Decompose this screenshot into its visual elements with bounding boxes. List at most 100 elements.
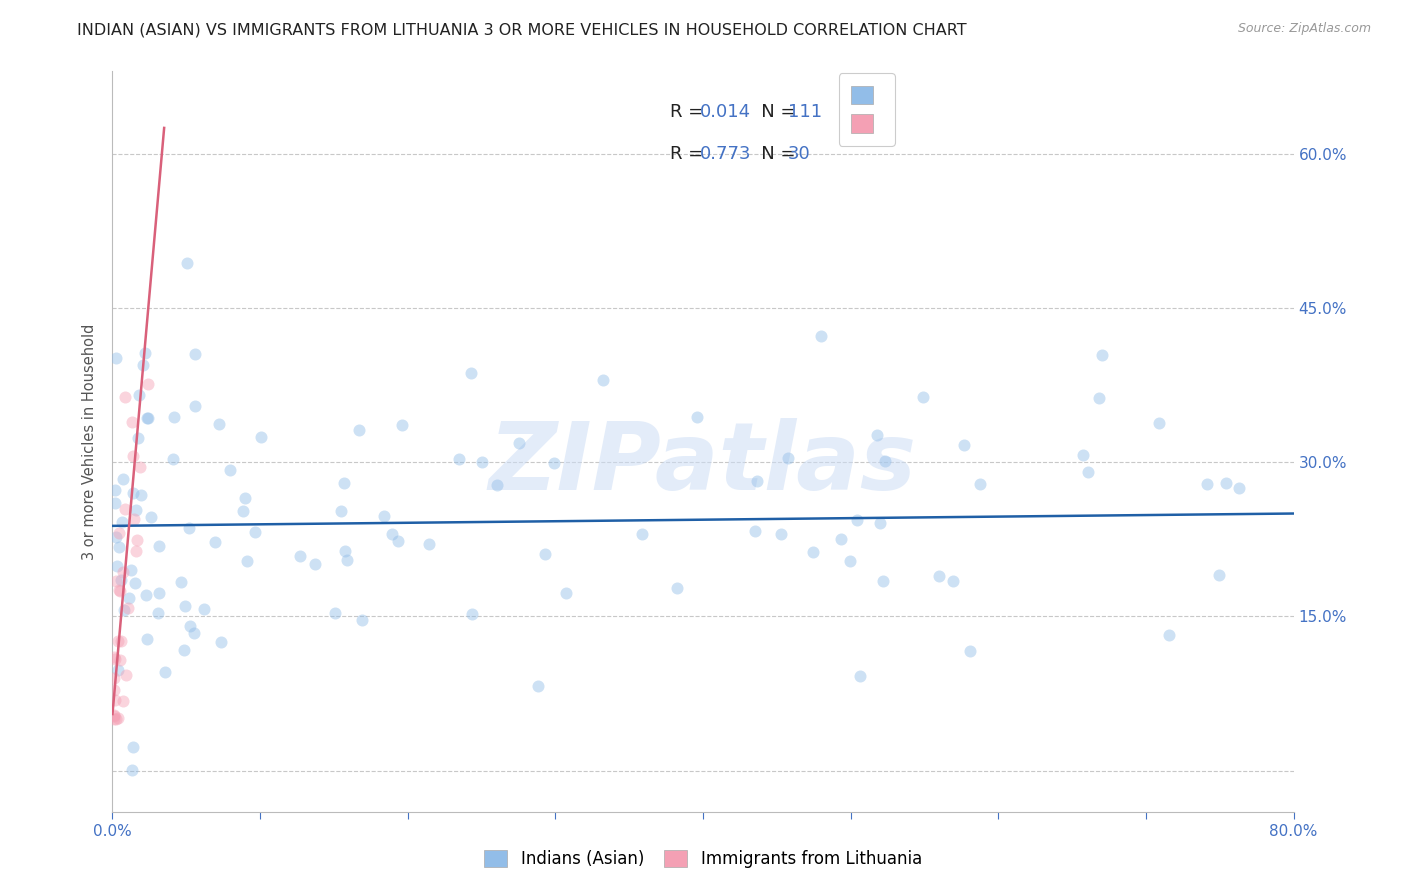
Point <box>236 554 259 568</box>
Text: 0.773: 0.773 <box>699 145 751 163</box>
Point <box>114 390 136 404</box>
Point <box>136 410 159 425</box>
Point <box>471 454 494 468</box>
Point <box>177 521 200 535</box>
Point <box>117 600 139 615</box>
Point <box>555 585 578 599</box>
Point <box>1159 628 1181 642</box>
Point <box>131 359 153 373</box>
Point <box>845 513 868 527</box>
Point <box>153 665 176 679</box>
Point <box>148 539 170 553</box>
Point <box>105 574 128 588</box>
Point <box>447 451 470 466</box>
Point <box>183 626 205 640</box>
Point <box>769 527 792 541</box>
Point <box>104 693 127 707</box>
Point <box>112 694 135 708</box>
Point <box>141 510 163 524</box>
Point <box>744 524 766 538</box>
Point <box>110 573 132 587</box>
Point <box>928 568 950 582</box>
Point <box>387 533 409 548</box>
Point <box>912 390 935 404</box>
Point <box>108 584 131 599</box>
Point <box>176 256 198 270</box>
Point <box>232 504 254 518</box>
Point <box>381 526 404 541</box>
Point <box>666 581 689 595</box>
Point <box>347 423 370 437</box>
Point <box>114 668 136 682</box>
Point <box>391 417 413 432</box>
Point <box>508 435 530 450</box>
Point <box>1071 448 1094 462</box>
Point <box>110 652 132 666</box>
Point <box>136 632 159 646</box>
Point <box>124 576 146 591</box>
Point <box>112 565 135 579</box>
Point <box>108 525 131 540</box>
Point <box>125 503 148 517</box>
Text: INDIAN (ASIAN) VS IMMIGRANTS FROM LITHUANIA 3 OR MORE VEHICLES IN HOUSEHOLD CORR: INDIAN (ASIAN) VS IMMIGRANTS FROM LITHUA… <box>77 22 967 37</box>
Point <box>107 711 129 725</box>
Point <box>173 599 195 614</box>
Point <box>952 438 974 452</box>
Point <box>350 613 373 627</box>
Point <box>848 669 870 683</box>
Point <box>461 607 484 621</box>
Point <box>1147 416 1170 430</box>
Point <box>111 515 134 529</box>
Point <box>872 574 894 589</box>
Point <box>128 388 150 402</box>
Point <box>304 558 326 572</box>
Point <box>485 478 508 492</box>
Point <box>1088 391 1111 405</box>
Point <box>543 456 565 470</box>
Point <box>336 553 359 567</box>
Point <box>148 586 170 600</box>
Point <box>118 591 141 606</box>
Point <box>209 635 232 649</box>
Point <box>103 683 125 698</box>
Point <box>838 554 860 568</box>
Point <box>120 563 142 577</box>
Point <box>942 574 965 589</box>
Point <box>112 472 135 486</box>
Text: N =: N = <box>744 103 801 121</box>
Point <box>136 377 159 392</box>
Point <box>1195 477 1218 491</box>
Point <box>873 454 896 468</box>
Point <box>105 558 128 573</box>
Point <box>830 532 852 546</box>
Point <box>204 535 226 549</box>
Text: ZIPatlas: ZIPatlas <box>489 417 917 509</box>
Point <box>122 449 145 463</box>
Point <box>114 502 136 516</box>
Point <box>107 634 129 648</box>
Point <box>127 431 149 445</box>
Point <box>103 709 125 723</box>
Text: 111: 111 <box>787 103 823 121</box>
Point <box>104 496 127 510</box>
Point <box>122 512 145 526</box>
Point <box>148 606 170 620</box>
Point <box>104 652 127 666</box>
Point <box>1076 465 1098 479</box>
Point <box>1208 567 1230 582</box>
Point <box>104 483 127 497</box>
Point <box>179 619 201 633</box>
Point <box>105 712 128 726</box>
Point <box>290 549 312 563</box>
Point <box>173 642 195 657</box>
Point <box>418 537 440 551</box>
Point <box>121 763 143 777</box>
Point <box>332 475 354 490</box>
Point <box>460 367 482 381</box>
Point <box>235 491 257 505</box>
Point <box>747 475 769 489</box>
Point <box>134 346 156 360</box>
Legend: , : , <box>839 73 894 146</box>
Point <box>103 650 125 665</box>
Point <box>592 373 614 387</box>
